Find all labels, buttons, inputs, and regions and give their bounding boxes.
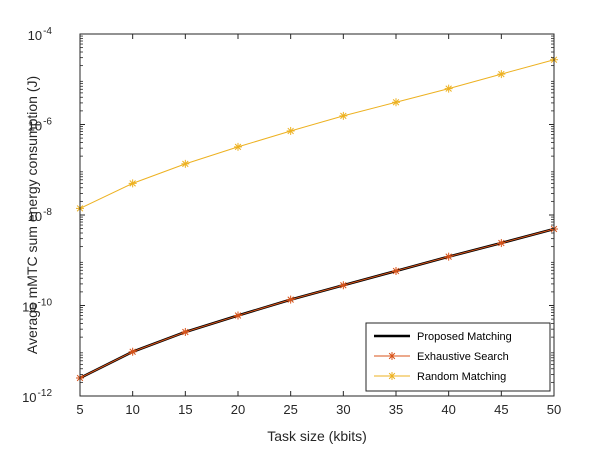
legend-label-0: Proposed Matching bbox=[417, 331, 512, 343]
legend-marker-1 bbox=[388, 352, 396, 360]
data-point-1-4 bbox=[286, 295, 295, 304]
data-point-2-5 bbox=[339, 111, 348, 120]
x-tick-label: 45 bbox=[494, 402, 508, 417]
legend: Proposed Matching Exhaustive Search Random… bbox=[365, 322, 551, 392]
x-tick-label: 15 bbox=[178, 402, 192, 417]
data-point-2-3 bbox=[234, 142, 242, 151]
data-point-1-5 bbox=[339, 281, 348, 290]
series-layer bbox=[76, 55, 558, 382]
x-tick-label: 30 bbox=[336, 402, 350, 417]
x-axis-label: Task size (kbits) bbox=[267, 428, 367, 444]
data-point-2-4 bbox=[286, 126, 295, 135]
y-tick-exponent: -8 bbox=[43, 207, 52, 218]
legend-label-2: Random Matching bbox=[417, 371, 506, 383]
y-tick-exponent: -12 bbox=[38, 388, 53, 399]
y-tick-label: 10-12 bbox=[22, 388, 52, 405]
y-tick-exponent: -6 bbox=[43, 117, 52, 128]
data-point-1-7 bbox=[444, 252, 453, 261]
data-point-2-6 bbox=[392, 98, 400, 107]
y-tick-label: 10-4 bbox=[28, 26, 53, 43]
data-point-1-2 bbox=[181, 327, 190, 336]
legend-marker-2 bbox=[388, 372, 396, 380]
data-point-2-2 bbox=[181, 159, 190, 168]
legend-box bbox=[365, 322, 551, 392]
y-tick-exponent: -4 bbox=[43, 26, 52, 37]
series-line-1 bbox=[79, 228, 555, 379]
data-point-2-8 bbox=[497, 70, 506, 79]
x-tick-label: 5 bbox=[76, 402, 83, 417]
data-point-1-8 bbox=[497, 239, 506, 248]
x-tick-label: 10 bbox=[125, 402, 139, 417]
x-tick-label: 50 bbox=[547, 402, 561, 417]
y-tick-exponent: -10 bbox=[38, 298, 53, 309]
x-tick-label: 25 bbox=[283, 402, 297, 417]
x-tick-label: 40 bbox=[441, 402, 455, 417]
y-axis-label: Average mMTC sum energy consumption (J) bbox=[24, 76, 40, 354]
data-point-2-7 bbox=[444, 84, 453, 93]
data-point-2-1 bbox=[128, 179, 137, 188]
x-tick-label: 35 bbox=[389, 402, 403, 417]
data-point-1-1 bbox=[128, 347, 137, 356]
data-point-1-3 bbox=[234, 311, 242, 320]
legend-label-1: Exhaustive Search bbox=[417, 351, 509, 363]
data-point-1-6 bbox=[392, 266, 400, 275]
series-line-2 bbox=[79, 59, 555, 209]
x-tick-label: 20 bbox=[231, 402, 245, 417]
